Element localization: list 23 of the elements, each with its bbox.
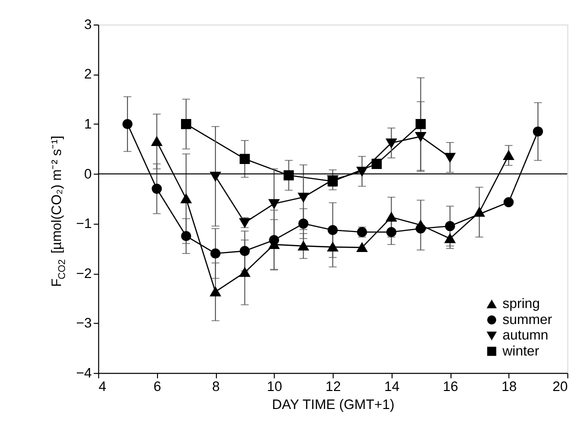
y-tick-label: 2 bbox=[84, 66, 92, 82]
y-tick-label: 0 bbox=[84, 166, 92, 182]
x-tick-label: 20 bbox=[552, 379, 568, 394]
x-tick-label: 16 bbox=[442, 379, 458, 394]
x-tick-label: 12 bbox=[326, 379, 341, 394]
y-tick-label: −1 bbox=[76, 216, 92, 232]
legend-label: winter bbox=[502, 343, 540, 358]
x-tick-label: 18 bbox=[501, 379, 518, 394]
legend-label: autumn bbox=[502, 328, 548, 343]
x-tick-label: 4 bbox=[98, 379, 107, 394]
x-tick-label: 6 bbox=[153, 379, 162, 394]
y-tick-label: −3 bbox=[76, 316, 92, 331]
x-tick-label: 8 bbox=[212, 379, 220, 394]
legend-label: summer bbox=[502, 312, 553, 327]
y-tick-label: −2 bbox=[76, 266, 92, 281]
legend-label: spring bbox=[502, 296, 540, 312]
y-tick-label: −4 bbox=[76, 365, 92, 380]
x-axis-title: DAY TIME (GMT+1) bbox=[272, 396, 394, 412]
y-axis-title: FCO2 [µmol(CO₂) m⁻² s⁻¹] bbox=[48, 136, 68, 287]
y-tick-label: 1 bbox=[84, 116, 92, 132]
y-tick-label: 3 bbox=[84, 16, 92, 32]
x-tick-label: 14 bbox=[384, 379, 400, 394]
x-tick-label: 10 bbox=[266, 379, 283, 394]
